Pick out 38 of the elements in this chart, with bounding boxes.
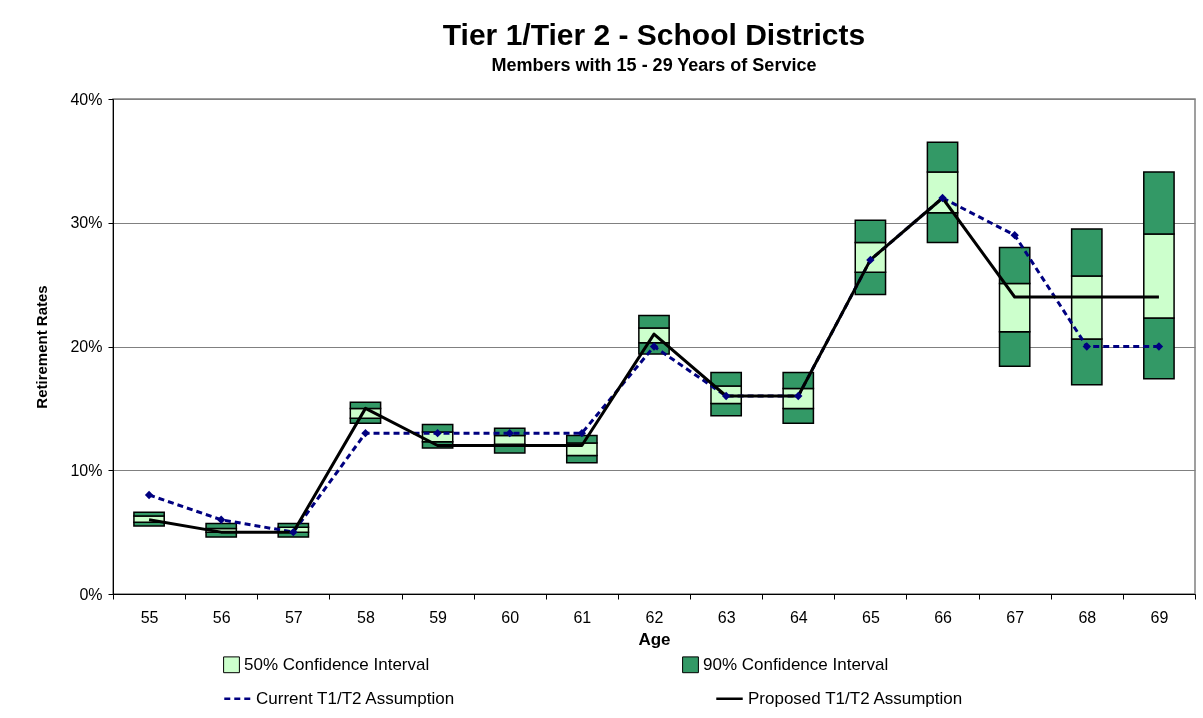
point — [217, 515, 226, 524]
x-tick-label: 57 — [284, 608, 303, 626]
x-tick-label: 60 — [501, 608, 520, 626]
x-tick-label: 58 — [357, 608, 375, 626]
x-tick-label: 64 — [789, 608, 808, 626]
point — [144, 490, 154, 500]
y-axis-title: Retirement Rates — [33, 285, 51, 409]
x-tick-label: 65 — [862, 608, 880, 626]
y-tick-label: 0% — [79, 585, 103, 603]
x-tick-label: 55 — [140, 608, 159, 626]
x-tick-label: 59 — [429, 608, 448, 626]
point — [938, 193, 947, 203]
x-tick-label: 66 — [934, 608, 953, 626]
point — [1082, 342, 1091, 351]
y-tick-label: 30% — [70, 214, 103, 232]
x-tick-label: 62 — [645, 608, 664, 626]
legend-label: 90% Confidence Interval — [703, 654, 889, 674]
chart-subtitle: Members with 15 - 29 Years of Service — [491, 55, 817, 75]
x-tick-label: 69 — [1150, 608, 1169, 626]
chart-title: Tier 1/Tier 2 - School Districts — [442, 18, 866, 51]
x-tick-label: 67 — [1006, 608, 1025, 626]
x-axis-title: Age — [638, 629, 671, 649]
x-tick-label: 61 — [573, 608, 592, 626]
point — [289, 527, 298, 537]
x-tick-label: 63 — [717, 608, 736, 626]
x-tick-label: 68 — [1078, 608, 1097, 626]
point — [1010, 230, 1019, 240]
point — [577, 428, 587, 438]
y-tick-label: 10% — [70, 461, 103, 479]
legend-label: Current T1/T2 Assumption — [256, 688, 455, 708]
point — [505, 428, 514, 438]
x-tick-label: 56 — [212, 608, 231, 626]
y-tick-label: 40% — [70, 90, 103, 108]
point — [361, 428, 370, 438]
legend-label: 50% Confidence Interval — [244, 654, 430, 674]
bar — [205, 522, 238, 530]
y-tick-label: 20% — [70, 338, 103, 355]
legend-label: Proposed T1/T2 Assumption — [748, 688, 963, 708]
